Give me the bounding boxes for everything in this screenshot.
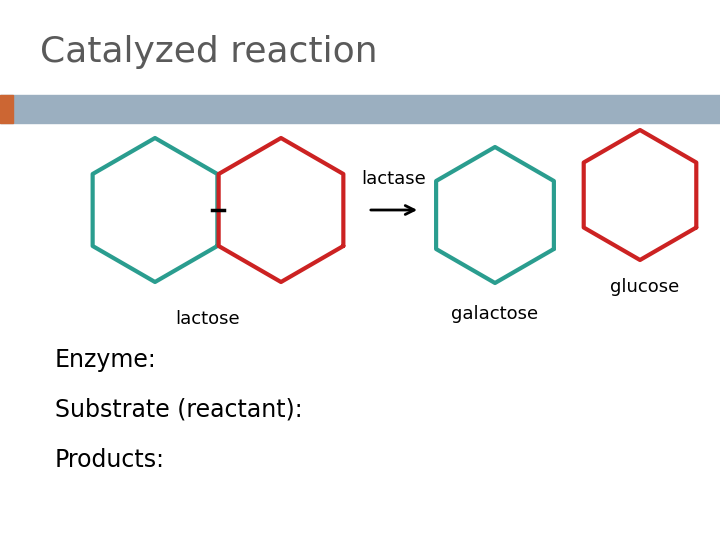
Text: Products:: Products:	[55, 448, 165, 472]
Text: Catalyzed reaction: Catalyzed reaction	[40, 35, 377, 69]
Text: lactose: lactose	[176, 310, 240, 328]
Text: lactase: lactase	[361, 170, 426, 188]
Text: Substrate (reactant):: Substrate (reactant):	[55, 398, 302, 422]
Bar	[0, 95, 13, 123]
Text: galactose: galactose	[451, 305, 539, 323]
Text: Enzyme:: Enzyme:	[55, 348, 157, 372]
Text: glucose: glucose	[611, 278, 680, 296]
Bar	[0, 95, 720, 123]
